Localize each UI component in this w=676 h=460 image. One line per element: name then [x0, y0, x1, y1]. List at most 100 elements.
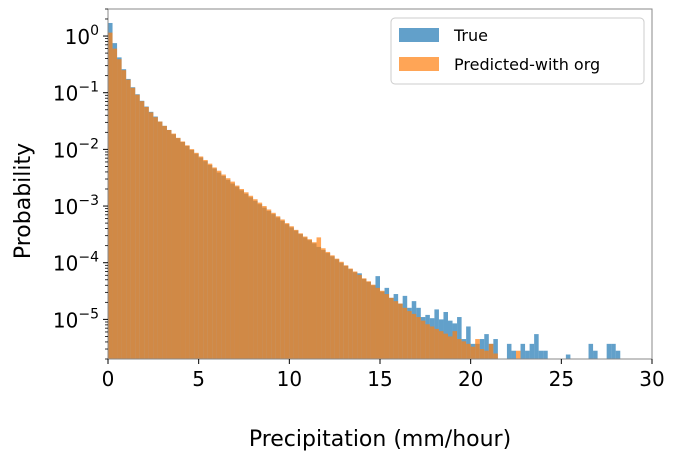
histogram-bar-1-10: [153, 117, 158, 360]
histogram-bar-0-89: [525, 350, 530, 359]
x-tick-label: 25: [549, 367, 574, 391]
histogram-bar-1-80: [470, 346, 476, 359]
histogram-bar-1-20: [198, 156, 204, 359]
histogram-bar-1-63: [393, 301, 399, 359]
legend-box: [390, 17, 645, 85]
histogram-bar-1-58: [370, 284, 376, 359]
histogram-bar-0-99: [615, 350, 621, 359]
histogram-bar-1-35: [266, 209, 272, 359]
histogram-bar-1-73: [438, 331, 444, 359]
histogram-bar-1-40: [289, 226, 294, 359]
histogram-bar-1-44: [307, 239, 312, 359]
y-tick-exponent: −1: [78, 80, 99, 96]
histogram-bar-1-21: [203, 159, 208, 359]
histogram-bar-0-92: [538, 350, 544, 359]
x-tick-label: 10: [277, 367, 302, 391]
histogram-bar-0-95: [588, 343, 594, 359]
histogram-bar-1-70: [425, 324, 430, 359]
histogram-bar-0-91: [534, 334, 539, 359]
histogram-bar-1-76: [452, 331, 458, 359]
histogram-bar-1-22: [207, 163, 213, 359]
histogram-bar-1-74: [443, 333, 448, 359]
histogram-bar-1-7: [139, 101, 145, 360]
y-tick-label: 100: [65, 23, 99, 49]
y-tick-base: 10: [53, 195, 78, 219]
histogram-bar-1-39: [284, 223, 290, 359]
legend-label-true: True: [453, 26, 488, 45]
histogram-bar-1-71: [429, 326, 435, 359]
histogram-bar-1-77: [457, 339, 462, 359]
y-tick-base: 10: [65, 25, 90, 49]
y-tick-base: 10: [53, 308, 78, 332]
x-tick-label: 15: [367, 367, 392, 391]
y-tick-base: 10: [53, 252, 78, 276]
histogram-bar-1-25: [221, 174, 226, 359]
histogram-bar-1-15: [176, 137, 181, 359]
y-tick-label: 10−2: [53, 136, 99, 162]
histogram-bar-1-11: [157, 121, 163, 359]
histogram-bar-1-19: [194, 152, 199, 359]
histogram-bar-1-26: [225, 178, 231, 359]
histogram-bar-0-83: [484, 334, 489, 359]
histogram-bar-1-13: [166, 129, 172, 359]
histogram-bar-0-77: [457, 317, 462, 359]
histogram-bar-1-32: [253, 199, 258, 359]
histogram-bar-1-62: [389, 297, 394, 359]
histogram-bar-1-30: [244, 192, 249, 359]
histogram-bar-1-8: [144, 106, 149, 359]
y-tick-label: 10−1: [53, 80, 99, 106]
histogram-bar-0-93: [543, 350, 548, 359]
histogram-bar-1-55: [357, 274, 362, 359]
histogram-bar-1-59: [375, 287, 380, 359]
histogram-bar-1-82: [479, 349, 485, 359]
histogram-bar-1-12: [162, 125, 167, 359]
histogram-bar-1-18: [189, 149, 195, 359]
histogram-bar-1-79: [466, 343, 471, 359]
histogram-bar-1-0: [108, 32, 113, 359]
histogram-bar-1-72: [434, 328, 439, 359]
histogram-bar-1-61: [384, 294, 390, 359]
histogram-bar-0-90: [529, 343, 535, 359]
histogram-bar-1-1: [112, 48, 118, 360]
histogram-bar-1-38: [280, 219, 285, 359]
histogram-bar-1-37: [275, 216, 281, 359]
histogram-bar-1-45: [312, 242, 317, 359]
histogram-bar-1-66: [407, 311, 412, 359]
histogram-bar-1-46: [316, 237, 322, 359]
histogram-bar-1-83: [484, 350, 489, 359]
histogram-bar-0-96: [593, 350, 598, 359]
y-tick-exponent: 0: [90, 23, 99, 39]
legend-swatch-true: [399, 28, 439, 42]
y-tick-exponent: −4: [78, 250, 99, 266]
histogram-bar-1-34: [262, 206, 267, 359]
histogram-bar-1-51: [339, 261, 344, 359]
histogram-bar-1-6: [135, 94, 140, 359]
histogram-bar-1-2: [117, 59, 122, 360]
y-tick-exponent: −5: [78, 306, 99, 322]
y-tick-exponent: −2: [78, 136, 99, 152]
x-tick-label: 30: [639, 367, 664, 391]
histogram-bar-1-64: [398, 303, 403, 359]
x-axis-ticks: 0 5 10 15 20 25 30: [102, 359, 665, 391]
histogram-bar-1-81: [475, 339, 480, 359]
legend-label-predicted: Predicted-with org: [454, 55, 600, 74]
histogram-bar-1-36: [271, 212, 276, 359]
histogram-bar-1-56: [361, 278, 367, 359]
x-tick-label: 20: [458, 367, 483, 391]
histogram-bar-1-47: [321, 248, 326, 359]
histogram-bar-1-50: [334, 258, 340, 359]
histogram-bar-1-3: [121, 70, 127, 360]
histogram-bar-1-9: [148, 112, 154, 359]
histogram-bar-1-75: [448, 336, 453, 359]
y-tick-label: 10−4: [53, 250, 99, 276]
predicted-series-bars: [108, 32, 521, 360]
histogram-bar-1-28: [234, 185, 240, 359]
histogram-bar-1-86: [516, 350, 521, 359]
histogram-bar-1-31: [248, 195, 254, 359]
histogram-bar-1-27: [230, 181, 235, 359]
histogram-bar-1-69: [420, 320, 426, 359]
histogram-bar-1-53: [348, 268, 353, 359]
x-tick-label: 5: [192, 367, 205, 391]
